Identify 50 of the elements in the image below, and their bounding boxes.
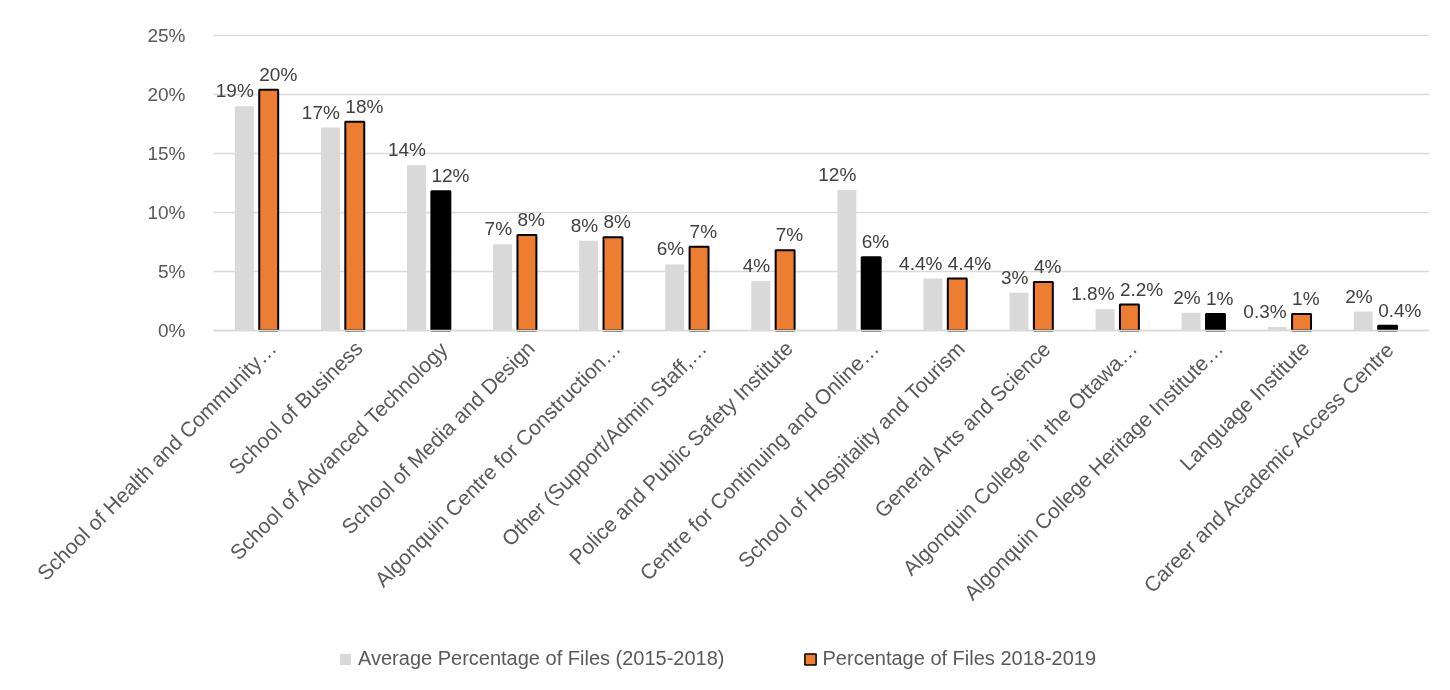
data-label: 4% xyxy=(1033,256,1062,278)
bar xyxy=(602,236,624,332)
data-label: 7% xyxy=(689,220,718,242)
data-label: 3% xyxy=(1000,266,1029,288)
data-label: 4.4% xyxy=(947,252,992,274)
legend-label: Average Percentage of Files (2015-2018) xyxy=(358,647,725,670)
data-label: 1% xyxy=(1206,287,1234,309)
data-label: 18% xyxy=(345,95,384,117)
data-label: 1% xyxy=(1292,287,1320,309)
data-label: 17% xyxy=(301,101,340,123)
data-label: 2% xyxy=(1345,285,1373,307)
bar xyxy=(344,120,366,332)
y-tick-label: 10% xyxy=(147,202,186,223)
bar xyxy=(1032,281,1054,332)
data-label: 6% xyxy=(656,238,685,260)
bar xyxy=(516,233,538,332)
bar xyxy=(774,249,796,332)
data-label: 0.3% xyxy=(1243,300,1287,322)
bar xyxy=(1205,312,1226,332)
bar xyxy=(946,277,968,332)
y-tick-label: 0% xyxy=(158,320,186,341)
data-label: 8% xyxy=(517,208,546,230)
y-tick-label: 25% xyxy=(147,25,186,46)
data-label: 2.2% xyxy=(1119,278,1164,300)
data-label: 8% xyxy=(603,211,632,233)
data-label: 12% xyxy=(431,165,470,187)
bar xyxy=(430,190,452,332)
bar xyxy=(1377,324,1399,332)
data-label: 7% xyxy=(484,218,513,240)
y-tick-label: 5% xyxy=(158,261,186,282)
data-label: 20% xyxy=(259,63,298,85)
data-label: 1.8% xyxy=(1071,283,1115,305)
data-label: 19% xyxy=(215,80,254,102)
bar xyxy=(1291,312,1313,332)
y-tick-label: 15% xyxy=(147,143,186,164)
data-label: 14% xyxy=(387,139,427,161)
data-label: 7% xyxy=(775,224,804,246)
bar xyxy=(688,245,710,332)
data-label: 2% xyxy=(1173,286,1201,308)
data-label: 4% xyxy=(742,254,771,276)
bar xyxy=(860,256,882,332)
data-label: 6% xyxy=(861,231,890,253)
data-label: 12% xyxy=(818,164,857,186)
bar xyxy=(258,88,280,332)
data-label: 4.4% xyxy=(899,252,943,274)
data-label: 0.4% xyxy=(1378,299,1422,321)
bar xyxy=(1118,303,1140,332)
legend-label: Percentage of Files 2018-2019 xyxy=(822,647,1097,670)
data-label: 8% xyxy=(570,214,599,236)
y-tick-label: 20% xyxy=(147,84,186,105)
